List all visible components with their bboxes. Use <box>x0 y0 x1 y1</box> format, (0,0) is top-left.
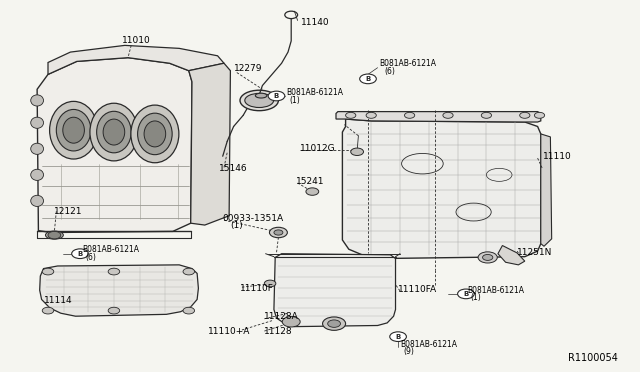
Polygon shape <box>541 134 552 246</box>
Ellipse shape <box>144 121 166 147</box>
Circle shape <box>108 307 120 314</box>
Text: 15146: 15146 <box>219 164 248 173</box>
Text: 11110: 11110 <box>543 152 572 161</box>
Ellipse shape <box>103 119 125 145</box>
Circle shape <box>48 231 61 239</box>
Text: B081AB-6121A: B081AB-6121A <box>467 286 524 295</box>
Circle shape <box>520 112 530 118</box>
Ellipse shape <box>138 113 172 155</box>
Text: (1): (1) <box>470 293 481 302</box>
Text: 11110+A: 11110+A <box>208 327 250 336</box>
Text: B081AB-6121A: B081AB-6121A <box>400 340 457 349</box>
Ellipse shape <box>31 195 44 206</box>
Text: 11140: 11140 <box>301 18 330 27</box>
Text: 11128: 11128 <box>264 327 292 336</box>
Text: 11110FA: 11110FA <box>398 285 437 294</box>
Circle shape <box>390 332 406 341</box>
Polygon shape <box>37 58 192 232</box>
Text: R1100054: R1100054 <box>568 353 618 363</box>
Polygon shape <box>498 246 525 265</box>
Ellipse shape <box>50 101 98 159</box>
Text: 11012G: 11012G <box>300 144 335 153</box>
Polygon shape <box>48 45 224 74</box>
Text: B081AB-6121A: B081AB-6121A <box>379 60 436 68</box>
Circle shape <box>274 230 283 235</box>
Text: B: B <box>274 93 279 99</box>
Text: 00933-1351A: 00933-1351A <box>223 214 284 223</box>
Circle shape <box>282 317 300 327</box>
Text: 11010: 11010 <box>122 36 150 45</box>
Circle shape <box>328 320 340 327</box>
Text: (6): (6) <box>384 67 395 76</box>
Ellipse shape <box>255 93 267 98</box>
Polygon shape <box>342 119 541 259</box>
Polygon shape <box>336 112 541 122</box>
Ellipse shape <box>90 103 138 161</box>
Text: B: B <box>365 76 371 82</box>
Text: (6): (6) <box>85 253 96 262</box>
Polygon shape <box>40 265 198 316</box>
Circle shape <box>72 249 88 259</box>
Circle shape <box>269 227 287 238</box>
Circle shape <box>306 188 319 195</box>
Ellipse shape <box>31 169 44 180</box>
Ellipse shape <box>31 117 44 128</box>
Circle shape <box>323 317 346 330</box>
Text: 12121: 12121 <box>54 207 83 216</box>
Circle shape <box>183 268 195 275</box>
Text: B: B <box>463 291 468 297</box>
Ellipse shape <box>97 111 131 153</box>
Text: (1): (1) <box>289 96 300 105</box>
Text: 11114: 11114 <box>44 296 72 305</box>
Ellipse shape <box>31 95 44 106</box>
Text: B: B <box>77 251 83 257</box>
Text: B081AB-6121A: B081AB-6121A <box>82 246 139 254</box>
Text: 11128A: 11128A <box>264 312 298 321</box>
Ellipse shape <box>31 143 44 154</box>
Ellipse shape <box>63 117 84 143</box>
Circle shape <box>366 112 376 118</box>
Polygon shape <box>274 254 396 327</box>
Circle shape <box>443 112 453 118</box>
Circle shape <box>183 307 195 314</box>
Text: 12279: 12279 <box>234 64 262 73</box>
Circle shape <box>481 112 492 118</box>
Circle shape <box>268 91 285 101</box>
Text: B081AB-6121A: B081AB-6121A <box>286 88 343 97</box>
Circle shape <box>478 252 497 263</box>
Circle shape <box>360 74 376 84</box>
Text: 15241: 15241 <box>296 177 324 186</box>
Circle shape <box>483 254 493 260</box>
Circle shape <box>264 280 276 287</box>
Text: 11251N: 11251N <box>517 248 552 257</box>
Circle shape <box>108 268 120 275</box>
Ellipse shape <box>56 109 91 151</box>
Ellipse shape <box>45 231 63 239</box>
Text: (9): (9) <box>403 347 414 356</box>
Circle shape <box>42 307 54 314</box>
Polygon shape <box>189 63 230 225</box>
Text: B: B <box>396 334 401 340</box>
Circle shape <box>534 112 545 118</box>
Circle shape <box>458 289 474 299</box>
Ellipse shape <box>131 105 179 163</box>
Ellipse shape <box>245 93 274 108</box>
Circle shape <box>351 148 364 155</box>
Circle shape <box>346 112 356 118</box>
Text: (1): (1) <box>230 221 243 230</box>
Text: 11110F: 11110F <box>240 284 274 293</box>
Circle shape <box>42 268 54 275</box>
Circle shape <box>404 112 415 118</box>
Ellipse shape <box>240 90 278 111</box>
